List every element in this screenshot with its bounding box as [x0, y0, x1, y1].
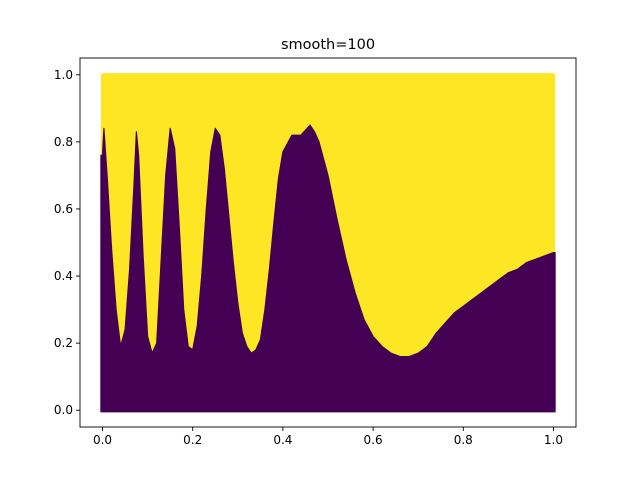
y-tick-label: 0.8	[54, 135, 73, 149]
y-tick-label: 1.0	[54, 68, 73, 82]
x-tick-label: 0.2	[183, 433, 202, 447]
axes-frame	[79, 57, 577, 428]
plot-area	[100, 73, 556, 413]
y-tick-label: 0.4	[54, 269, 73, 283]
x-tick-label: 1.0	[544, 433, 563, 447]
y-tick-label: 0.6	[54, 202, 73, 216]
y-tick-label: 0.0	[54, 403, 73, 417]
class-0-region	[100, 124, 556, 413]
chart-title: smooth=100	[281, 37, 375, 53]
x-tick-label: 0.8	[454, 433, 473, 447]
x-tick-label: 0.0	[93, 433, 112, 447]
x-tick-label: 0.6	[364, 433, 383, 447]
y-tick-label: 0.2	[54, 336, 73, 350]
axes: 0.0 0.2 0.4 0.6 0.8 1.0 0.0 0.2 0.4 0.6 0.8 1.0	[54, 57, 577, 447]
x-tick-label: 0.4	[273, 433, 292, 447]
